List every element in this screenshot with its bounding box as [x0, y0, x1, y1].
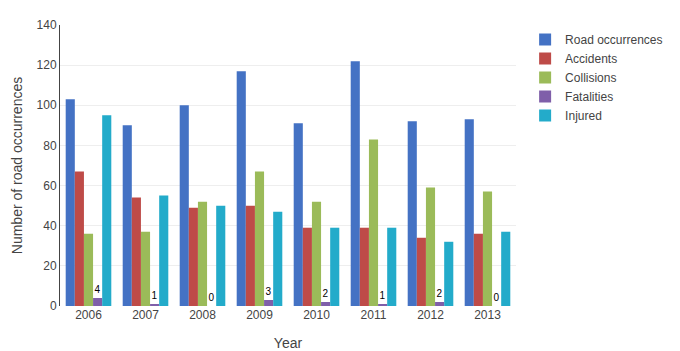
- svg-text:Number of road occurrences: Number of road occurrences: [9, 77, 25, 254]
- svg-text:1: 1: [380, 290, 386, 301]
- svg-text:80: 80: [43, 139, 57, 153]
- svg-text:2: 2: [323, 288, 329, 299]
- svg-text:0: 0: [50, 299, 57, 313]
- svg-text:2012: 2012: [417, 308, 444, 322]
- svg-text:0: 0: [494, 292, 500, 303]
- svg-text:2008: 2008: [189, 308, 216, 322]
- svg-text:1: 1: [152, 290, 158, 301]
- svg-text:3: 3: [266, 286, 272, 297]
- svg-text:20: 20: [43, 259, 57, 273]
- svg-text:Accidents: Accidents: [565, 52, 617, 66]
- svg-text:120: 120: [37, 58, 57, 72]
- svg-text:0: 0: [209, 292, 215, 303]
- svg-text:4: 4: [95, 284, 101, 295]
- svg-text:Collisions: Collisions: [565, 71, 616, 85]
- svg-text:2010: 2010: [303, 308, 330, 322]
- svg-text:Road occurrences: Road occurrences: [565, 33, 662, 47]
- svg-text:2009: 2009: [246, 308, 273, 322]
- svg-text:Year: Year: [274, 335, 303, 351]
- svg-text:100: 100: [37, 98, 57, 112]
- svg-text:2: 2: [437, 288, 443, 299]
- svg-text:40: 40: [43, 219, 57, 233]
- svg-text:2007: 2007: [132, 308, 159, 322]
- svg-text:Injured: Injured: [565, 109, 602, 123]
- svg-text:2006: 2006: [75, 308, 102, 322]
- svg-text:Fatalities: Fatalities: [565, 90, 613, 104]
- svg-text:140: 140: [37, 18, 57, 32]
- svg-text:60: 60: [43, 179, 57, 193]
- svg-text:2011: 2011: [361, 308, 387, 322]
- svg-text:2013: 2013: [474, 308, 501, 322]
